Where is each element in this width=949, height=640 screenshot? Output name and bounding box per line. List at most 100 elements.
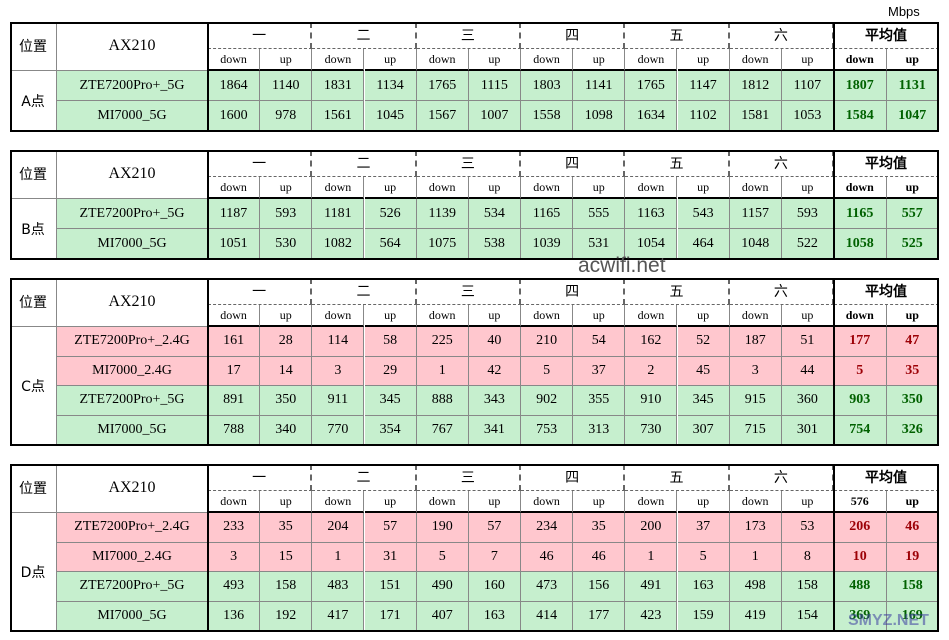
- speed-value: 915: [729, 386, 782, 416]
- speed-value: 8: [781, 542, 834, 572]
- corner-watermark: SMYZ.NET: [848, 612, 929, 629]
- speed-value: 1147: [677, 71, 730, 101]
- sub-header: up: [781, 491, 834, 513]
- sub-header: down: [729, 491, 782, 513]
- device-name: ZTE7200Pro+_2.4G: [57, 513, 208, 543]
- average-value: 1058: [834, 229, 887, 259]
- device-name: ZTE7200Pro+_5G: [57, 386, 208, 416]
- speed-value: 29: [364, 356, 417, 386]
- average-value: 1131: [886, 71, 939, 101]
- speed-value: 491: [625, 572, 678, 602]
- speed-value: 154: [781, 601, 834, 631]
- speed-value: 161: [208, 327, 261, 357]
- speed-value: 1181: [312, 199, 365, 229]
- group-header: 二: [312, 150, 417, 177]
- group-header: 五: [625, 278, 730, 305]
- sub-header: down: [416, 491, 469, 513]
- speed-value: 210: [521, 327, 574, 357]
- speed-value: 1: [729, 542, 782, 572]
- speed-value: 1165: [521, 199, 574, 229]
- sub-header: up: [260, 177, 313, 199]
- sub-header: up: [364, 177, 417, 199]
- speed-value: 51: [781, 327, 834, 357]
- sub-header: down: [312, 177, 365, 199]
- point-label: B点: [10, 199, 57, 259]
- speed-value: 1082: [312, 229, 365, 259]
- speed-value: 1567: [416, 101, 469, 131]
- speed-value: 526: [364, 199, 417, 229]
- sub-header: up: [781, 49, 834, 71]
- sub-header: up: [260, 491, 313, 513]
- device-header: AX210: [57, 464, 208, 513]
- sub-header: down: [312, 491, 365, 513]
- speed-value: 2: [625, 356, 678, 386]
- speed-value: 1581: [729, 101, 782, 131]
- speed-value: 902: [521, 386, 574, 416]
- speed-value: 1098: [573, 101, 626, 131]
- speed-value: 190: [416, 513, 469, 543]
- group-header: 五: [625, 22, 730, 49]
- speed-value: 234: [521, 513, 574, 543]
- average-value: 5: [834, 356, 887, 386]
- sub-header: up: [364, 305, 417, 327]
- sub-header: down: [521, 491, 574, 513]
- speed-value: 490: [416, 572, 469, 602]
- sub-header: down: [208, 305, 261, 327]
- divider: [833, 278, 835, 445]
- speed-value: 1: [416, 356, 469, 386]
- speed-value: 1163: [625, 199, 678, 229]
- location-header: 位置: [10, 464, 57, 513]
- speed-value: 464: [677, 229, 730, 259]
- speed-value: 57: [364, 513, 417, 543]
- speed-value: 1075: [416, 229, 469, 259]
- speed-value: 136: [208, 601, 261, 631]
- speed-value: 407: [416, 601, 469, 631]
- speed-value: 343: [468, 386, 521, 416]
- divider: [207, 22, 209, 131]
- group-header: 六: [729, 150, 834, 177]
- speed-value: 355: [573, 386, 626, 416]
- speed-value: 1558: [521, 101, 574, 131]
- speed-value: 114: [312, 327, 365, 357]
- speed-value: 177: [573, 601, 626, 631]
- speed-value: 530: [260, 229, 313, 259]
- speed-value: 171: [364, 601, 417, 631]
- sub-header: down: [208, 177, 261, 199]
- device-header: AX210: [57, 278, 208, 327]
- speed-value: 160: [468, 572, 521, 602]
- group-header: 一: [208, 150, 313, 177]
- device-name: MI7000_5G: [57, 601, 208, 631]
- speed-value: 15: [260, 542, 313, 572]
- speed-value: 493: [208, 572, 261, 602]
- speed-value: 891: [208, 386, 261, 416]
- speed-value: 564: [364, 229, 417, 259]
- group-header: 三: [416, 278, 521, 305]
- speed-value: 158: [781, 572, 834, 602]
- sub-header: down: [625, 491, 678, 513]
- speed-value: 1102: [677, 101, 730, 131]
- group-header: 六: [729, 464, 834, 491]
- speed-value: 345: [677, 386, 730, 416]
- device-name: MI7000_5G: [57, 229, 208, 259]
- location-header: 位置: [10, 278, 57, 327]
- speed-value: 163: [468, 601, 521, 631]
- speed-value: 911: [312, 386, 365, 416]
- speed-value: 3: [208, 542, 261, 572]
- average-value: 177: [834, 327, 887, 357]
- device-name: MI7000_5G: [57, 101, 208, 131]
- speed-value: 44: [781, 356, 834, 386]
- speed-value: 1765: [416, 71, 469, 101]
- speed-value: 473: [521, 572, 574, 602]
- speed-value: 350: [260, 386, 313, 416]
- speed-value: 417: [312, 601, 365, 631]
- sub-header: up: [573, 49, 626, 71]
- device-name: ZTE7200Pro+_5G: [57, 199, 208, 229]
- speed-value: 1107: [781, 71, 834, 101]
- location-header: 位置: [10, 150, 57, 199]
- speed-value: 534: [468, 199, 521, 229]
- speed-value: 233: [208, 513, 261, 543]
- average-value: 46: [886, 513, 939, 543]
- device-name: MI7000_2.4G: [57, 356, 208, 386]
- device-header: AX210: [57, 150, 208, 199]
- group-header: 平均值: [834, 464, 939, 491]
